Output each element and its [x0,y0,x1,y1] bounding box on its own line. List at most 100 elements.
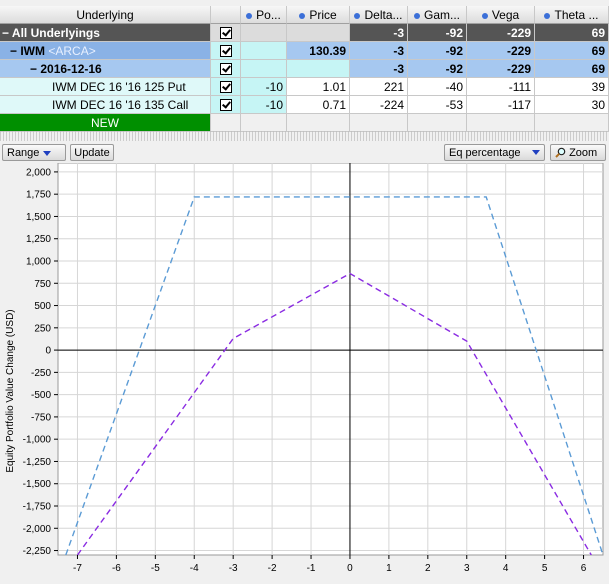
y-tick-label: -1,250 [23,457,52,468]
table-row-expiry[interactable]: − 2016-12-16 -3 -92 -229 69 [0,60,609,78]
update-button[interactable]: Update [70,144,114,161]
column-header-delta[interactable]: Delta... [350,6,408,24]
y-tick-label: 1,500 [26,212,51,223]
y-tick-label: -2,250 [23,546,52,557]
sort-dot-icon [246,12,253,19]
price-value [287,60,350,78]
gamma-value: -92 [408,24,467,42]
theta-value: 39 [535,78,609,96]
y-tick-label: -750 [31,412,51,423]
x-tick-label: 5 [542,563,548,574]
payoff-chart: 2,000 1,750 1,500 1,250 1,000 750 500 250 0 -250-… [0,162,609,581]
x-tick-label: 4 [503,563,509,574]
payoff-chart-svg: 2,0001,7501,5001,2501,0007505002500-250-… [0,162,609,581]
table-row-call[interactable]: IWM DEC 16 '16 135 Call -10 0.71 -224 -5… [0,96,609,114]
x-tick-label: 1 [386,563,392,574]
chevron-down-icon [43,150,52,156]
chevron-down-icon [532,150,540,155]
table-row-new[interactable]: NEW [0,114,609,132]
x-tick-label: -1 [307,563,316,574]
y-tick-label: -1,000 [23,435,52,446]
x-tick-label: -3 [229,563,238,574]
row-checkbox[interactable] [219,99,232,111]
x-tick-label: 3 [464,563,470,574]
vega-value: -117 [467,96,535,114]
y-tick-label: -1,500 [23,479,52,490]
plot-area [57,162,604,556]
y-tick-label: -250 [31,368,51,379]
gamma-value: -40 [408,78,467,96]
price-value: 1.01 [287,78,350,96]
y-tick-label: 1,250 [26,234,51,245]
mode-dropdown[interactable]: Eq percentage [444,144,545,161]
x-tick-label: -4 [190,563,199,574]
sort-dot-icon [354,12,361,19]
row-checkbox[interactable] [219,45,232,57]
x-tick-label: -5 [151,563,160,574]
delta-value: -224 [350,96,408,114]
column-header-position[interactable]: Po... [241,6,287,24]
x-tick-label: -6 [112,563,121,574]
row-checkbox[interactable] [219,27,232,39]
column-header-gamma[interactable]: Gam... [408,6,467,24]
x-tick-label: -7 [73,563,82,574]
vega-value: -111 [467,78,535,96]
column-header-theta[interactable]: Theta ... [535,6,609,24]
row-label: 2016-12-16 [40,62,102,76]
new-row-button[interactable]: NEW [0,114,211,132]
magnifier-icon [555,147,566,158]
delta-value: -3 [350,24,408,42]
y-tick-label: -2,000 [23,524,52,535]
position-value [241,24,287,42]
y-tick-label: 0 [45,346,51,357]
splitter-handle[interactable] [0,131,609,141]
sort-dot-icon [544,12,551,19]
price-value: 0.71 [287,96,350,114]
sort-dot-icon [413,12,420,19]
row-label: IWM DEC 16 '16 135 Call [0,96,211,114]
series-line-1 [65,196,603,555]
column-header-vega[interactable]: Vega [467,6,535,24]
collapse-icon[interactable]: − [2,26,12,40]
collapse-icon[interactable]: − [30,62,41,76]
gamma-value: -53 [408,96,467,114]
gamma-value: -92 [408,42,467,60]
position-value: -10 [241,96,287,114]
column-header-underlying[interactable]: Underlying [0,6,211,24]
y-tick-label: 1,000 [26,257,51,268]
position-value [241,42,287,60]
row-checkbox[interactable] [219,81,232,93]
y-tick-label: -500 [31,390,51,401]
theta-value: 69 [535,42,609,60]
table-row-all-underlyings[interactable]: − All Underlyings -3 -92 -229 69 [0,24,609,42]
delta-value: -3 [350,42,408,60]
row-label: IWM [20,44,45,58]
table-row-iwm[interactable]: − IWM <ARCA> 130.39 -3 -92 -229 69 [0,42,609,60]
sort-dot-icon [481,12,488,19]
sort-dot-icon [299,12,306,19]
y-axis-label: Equity Portfolio Value Change (USD) [5,309,16,472]
y-tick-label: 2,000 [26,167,51,178]
vega-value: -229 [467,60,535,78]
column-header-checkbox[interactable] [211,6,241,24]
x-tick-label: 6 [581,563,587,574]
zoom-button[interactable]: Zoom [550,144,606,161]
row-checkbox[interactable] [219,63,232,75]
vega-value: -229 [467,24,535,42]
x-tick-label: 2 [425,563,431,574]
position-value [241,60,287,78]
column-header-price[interactable]: Price [287,6,350,24]
range-dropdown[interactable]: Range [2,144,66,161]
x-tick-label: -2 [268,563,277,574]
price-value [287,24,350,42]
table-row-put[interactable]: IWM DEC 16 '16 125 Put -10 1.01 221 -40 … [0,78,609,96]
table-header: Underlying Po... Price Delta... Gam... V… [0,6,609,24]
y-tick-label: -1,750 [23,502,52,513]
y-tick-label: 250 [34,323,51,334]
theta-value: 30 [535,96,609,114]
collapse-icon[interactable]: − [10,44,21,58]
exchange-label: <ARCA> [48,44,96,58]
row-label: IWM DEC 16 '16 125 Put [0,78,211,96]
price-value: 130.39 [287,42,350,60]
theta-value: 69 [535,24,609,42]
